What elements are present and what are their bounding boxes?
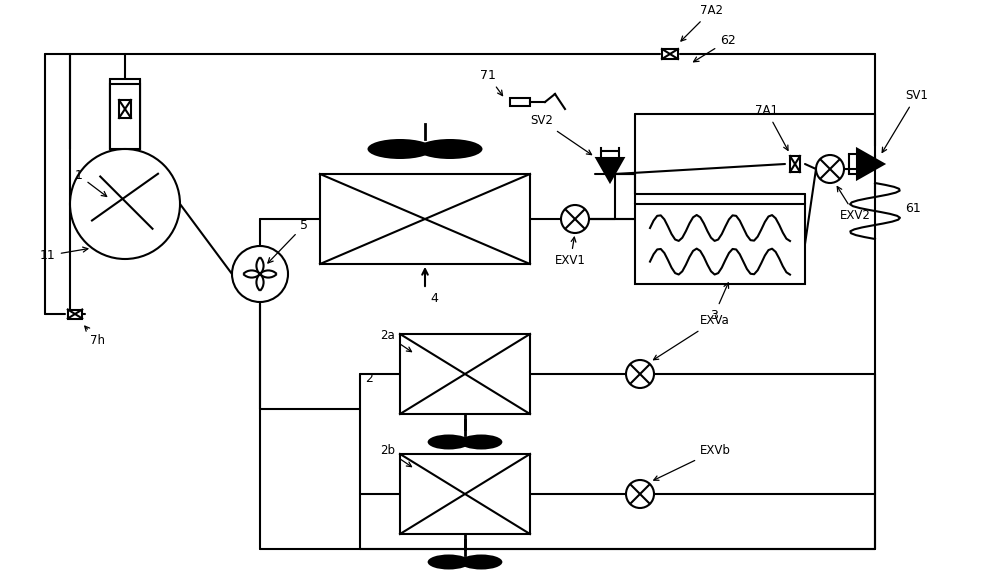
Bar (110, 84, 140, 149)
Text: EXVb: EXVb (654, 444, 731, 480)
Circle shape (816, 155, 844, 183)
Circle shape (561, 205, 589, 233)
Bar (320, 174, 530, 264)
Text: 2b: 2b (380, 444, 412, 467)
Circle shape (626, 360, 654, 388)
Ellipse shape (428, 555, 470, 570)
Text: SV2: SV2 (530, 114, 592, 155)
Polygon shape (857, 149, 884, 179)
Text: SV1: SV1 (882, 89, 928, 152)
Bar (110, 79, 140, 149)
Text: 62: 62 (694, 34, 736, 62)
Text: 71: 71 (480, 69, 503, 96)
Ellipse shape (460, 434, 502, 449)
Circle shape (232, 246, 288, 302)
Polygon shape (596, 158, 624, 182)
Bar (635, 204, 805, 284)
Text: 5: 5 (268, 219, 308, 263)
Text: EXV2: EXV2 (837, 186, 871, 222)
Text: 7A1: 7A1 (755, 104, 788, 151)
Ellipse shape (460, 555, 502, 570)
Text: 3: 3 (710, 283, 729, 322)
Text: 1: 1 (75, 169, 107, 196)
Circle shape (626, 480, 654, 508)
Bar (790, 156, 800, 172)
Bar (400, 454, 530, 534)
Bar (68, 310, 82, 318)
Ellipse shape (418, 139, 482, 159)
Text: 4: 4 (430, 292, 438, 306)
Text: 2: 2 (365, 372, 373, 386)
Text: EXV1: EXV1 (555, 237, 586, 267)
Text: 61: 61 (905, 203, 921, 215)
Bar (510, 98, 530, 106)
Ellipse shape (428, 434, 470, 449)
Bar (400, 334, 530, 414)
Text: 2a: 2a (380, 329, 412, 351)
Bar (662, 49, 678, 59)
Circle shape (70, 149, 180, 259)
Text: 7A2: 7A2 (681, 4, 723, 41)
Text: EXVa: EXVa (654, 314, 730, 360)
Bar (119, 100, 131, 118)
Text: 7h: 7h (85, 326, 105, 347)
Ellipse shape (368, 139, 432, 159)
Text: 11: 11 (40, 247, 88, 262)
